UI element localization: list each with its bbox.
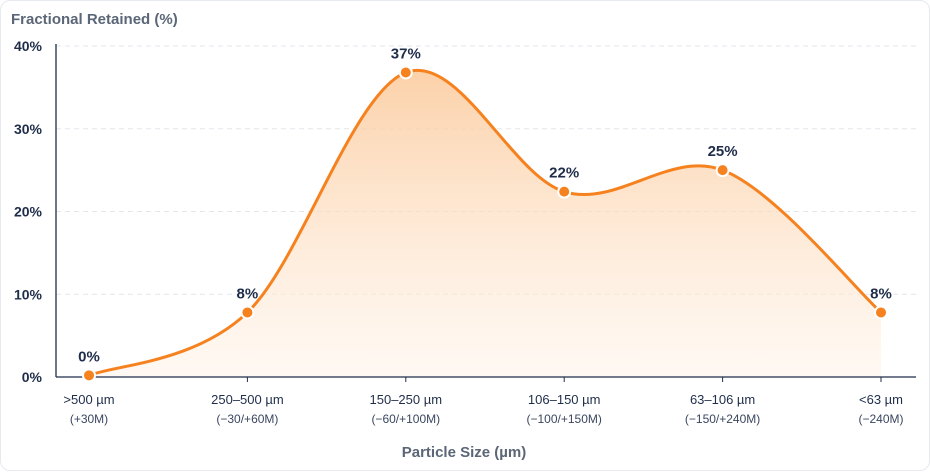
y-axis-title: Fractional Retained (%) <box>11 11 178 28</box>
x-tick-sublabel: (−240M) <box>858 412 903 426</box>
x-tick-label: 106–150 µm <box>528 392 601 407</box>
y-tick-label: 0% <box>22 369 43 385</box>
x-tick-sublabel: (+30M) <box>70 412 108 426</box>
area-fill <box>89 70 881 377</box>
area-layer <box>88 68 883 377</box>
series-line <box>88 68 883 377</box>
data-label: 37% <box>391 45 421 62</box>
data-point <box>715 163 730 178</box>
x-tick-labels: >500 µm (+30M) 250–500 µm (−30/+60M) 150–250… <box>63 377 904 426</box>
x-tick-label: 150–250 µm <box>370 392 443 407</box>
data-points <box>82 65 888 383</box>
y-tick-label: 20% <box>14 204 43 220</box>
data-point <box>240 305 255 320</box>
data-point <box>82 368 96 383</box>
x-axis-title: Particle Size (µm) <box>402 444 527 461</box>
x-tick-sublabel: (−150/+240M) <box>685 412 760 426</box>
data-labels: 0% 8% 37% 22% 25% 8% <box>78 45 892 365</box>
data-label: 8% <box>870 285 892 302</box>
y-tick-label: 40% <box>14 38 43 54</box>
x-tick-label: <63 µm <box>859 392 903 407</box>
data-point <box>398 65 413 80</box>
data-label: 0% <box>78 348 100 365</box>
x-tick-sublabel: (−30/+60M) <box>216 412 278 426</box>
x-tick-sublabel: (−60/+100M) <box>371 412 440 426</box>
data-label: 8% <box>237 285 259 302</box>
data-label: 25% <box>708 143 738 160</box>
y-tick-label: 30% <box>14 121 43 137</box>
x-tick-label: 250–500 µm <box>211 392 284 407</box>
x-tick-sublabel: (−100/+150M) <box>527 412 602 426</box>
axis-layer <box>55 44 916 378</box>
x-tick-label: 63–106 µm <box>690 392 755 407</box>
x-tick-label: >500 µm <box>63 392 114 407</box>
data-point <box>557 184 572 199</box>
y-tick-labels: 0% 10% 20% 30% 40% <box>14 38 43 385</box>
y-tick-label: 10% <box>14 286 43 302</box>
data-point <box>874 305 888 320</box>
data-label: 22% <box>549 165 579 182</box>
